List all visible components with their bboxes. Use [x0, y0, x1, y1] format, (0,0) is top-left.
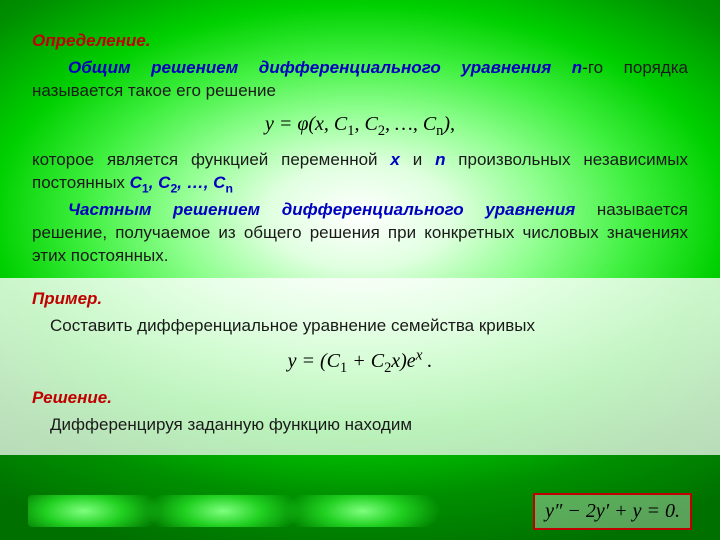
- boxed-result: y″ − 2y′ + y = 0.: [533, 493, 692, 530]
- definition-heading: Определение.: [32, 30, 688, 53]
- definition-var-n: n: [572, 58, 582, 77]
- definition-para2: которое является функцией переменной x и…: [32, 149, 688, 197]
- p2a: которое является функцией переменной: [32, 150, 390, 169]
- bottom-row: y″ − 2y′ + y = 0.: [0, 494, 720, 528]
- example-heading: Пример.: [32, 288, 688, 311]
- decorative-greenbar: [28, 495, 493, 527]
- solution-heading: Решение.: [32, 387, 688, 410]
- particular-emph: Частным решением дифференциального уравн…: [68, 200, 575, 219]
- consts: C1, C2, …, Cn: [130, 173, 233, 192]
- formula-text: y = φ(x, C1, C2, …, Cn),: [265, 113, 455, 135]
- definition-para1: Общим решением дифференциального уравнен…: [32, 57, 688, 103]
- example-block: Пример. Составить дифференциальное уравн…: [0, 278, 720, 455]
- boxed-result-wrap: y″ − 2y′ + y = 0.: [533, 493, 692, 530]
- example-task: Составить дифференциальное уравнение сем…: [32, 315, 688, 338]
- example-formula: y = (C1 + C2x)ex .: [32, 340, 688, 387]
- definition-formula: y = φ(x, C1, C2, …, Cn),: [32, 105, 688, 149]
- var-x: x: [390, 150, 399, 169]
- example-formula-text: y = (C1 + C2x)ex .: [288, 350, 433, 372]
- slide-root: Определение. Общим решением дифференциал…: [0, 0, 720, 540]
- definition-emph: Общим решением дифференциального уравнен…: [68, 58, 572, 77]
- p2b: и: [400, 150, 435, 169]
- var-n: n: [435, 150, 445, 169]
- solution-text: Дифференцируя заданную функцию находим: [32, 414, 688, 437]
- definition-para3: Частным решением дифференциального уравн…: [32, 199, 688, 268]
